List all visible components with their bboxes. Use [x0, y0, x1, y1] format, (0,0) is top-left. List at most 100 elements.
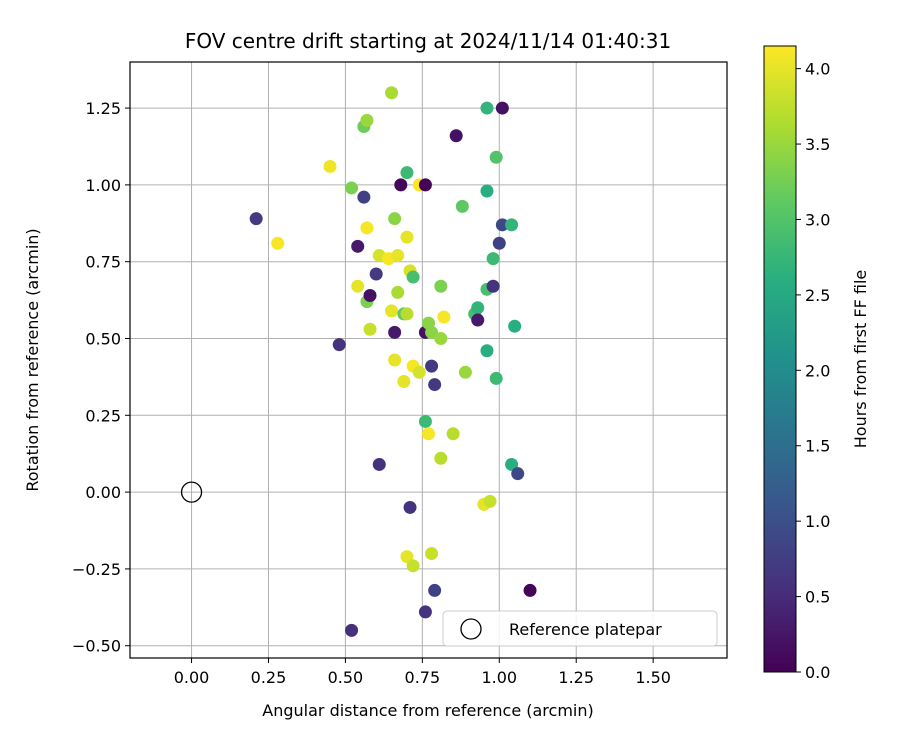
data-point [480, 344, 494, 358]
data-point [345, 181, 359, 195]
data-point [418, 605, 432, 619]
data-point [471, 313, 485, 327]
data-point [425, 547, 439, 561]
data-point [406, 559, 420, 573]
colorbar-gradient [763, 45, 797, 673]
y-axis-ticks: −0.50 −0.25 0.00 0.25 0.50 0.75 1.00 1.25 [72, 99, 130, 656]
data-point [511, 467, 525, 481]
x-tick-label: 0.00 [174, 668, 210, 687]
x-tick-label: 0.25 [251, 668, 287, 687]
x-tick-label: 1.25 [558, 668, 594, 687]
data-point [446, 427, 460, 441]
reference-layer [180, 481, 203, 503]
data-point [388, 212, 402, 226]
data-point [486, 252, 500, 266]
data-point [492, 236, 506, 250]
data-point [428, 583, 442, 597]
data-point [345, 623, 359, 637]
data-point [323, 159, 337, 173]
data-point [351, 279, 365, 293]
data-point [437, 310, 451, 324]
data-point [363, 288, 377, 302]
y-tick-label: 0.00 [85, 483, 121, 502]
data-point [351, 239, 365, 253]
data-point [363, 322, 377, 336]
data-point [391, 285, 405, 299]
x-tick-label: 0.50 [328, 668, 364, 687]
data-point [406, 270, 420, 284]
colorbar-tick-label: 0.0 [805, 663, 830, 682]
data-point [360, 113, 374, 127]
data-point [434, 331, 448, 345]
data-point [489, 371, 503, 385]
data-point [391, 249, 405, 263]
data-point [372, 457, 386, 471]
data-point [508, 319, 522, 333]
data-point [425, 325, 439, 339]
data-point [458, 365, 472, 379]
data-point [422, 427, 435, 441]
data-point [360, 221, 374, 235]
data-point [403, 500, 417, 514]
data-point [400, 307, 414, 321]
data-point [428, 378, 442, 392]
legend-marker-hollow-circle [460, 618, 482, 640]
data-point [412, 365, 426, 379]
colorbar-tick-label: 3.0 [805, 210, 830, 229]
data-point [486, 279, 500, 293]
x-axis-label: Angular distance from reference (arcmin) [262, 701, 593, 720]
chart-title: FOV centre drift starting at 2024/11/14 … [185, 29, 671, 53]
legend-box [442, 610, 718, 647]
y-tick-label: 1.00 [85, 176, 121, 195]
x-axis-ticks: 0.00 0.25 0.50 0.75 1.00 1.25 1.50 [174, 658, 671, 687]
data-point [480, 101, 494, 115]
data-point [357, 190, 371, 204]
data-point [400, 230, 414, 244]
data-point [480, 184, 494, 198]
data-point [388, 325, 402, 339]
data-point [369, 267, 383, 281]
plot-area-frame [129, 61, 728, 659]
x-tick-label: 1.00 [481, 668, 517, 687]
colorbar-tick-label: 2.5 [805, 286, 830, 305]
data-point [425, 359, 439, 373]
data-point [489, 150, 503, 164]
data-point [332, 338, 346, 352]
y-tick-label: 1.25 [85, 99, 121, 118]
colorbar-tick-label: 3.5 [805, 135, 830, 154]
data-point [523, 583, 537, 597]
colorbar-tick-label: 4.0 [805, 60, 830, 79]
y-tick-label: 0.50 [85, 329, 121, 348]
colorbar-tick-label: 1.5 [805, 437, 830, 456]
grid-lines [130, 62, 727, 658]
data-point [471, 301, 485, 315]
data-point [434, 279, 448, 293]
data-point [434, 451, 448, 465]
y-tick-label: 0.75 [85, 253, 121, 272]
data-point [418, 414, 432, 428]
y-tick-label: 0.25 [85, 406, 121, 425]
colorbar: 0.0 0.5 1.0 1.5 2.0 2.5 3.0 3.5 4.0 Hours from f… [763, 45, 870, 682]
y-tick-label: −0.50 [72, 637, 121, 656]
y-tick-label: −0.25 [72, 560, 121, 579]
reference-platepar-marker [180, 481, 203, 503]
data-point [249, 212, 263, 226]
data-point [449, 129, 463, 143]
data-point [385, 86, 399, 100]
data-point [400, 550, 414, 564]
legend: Reference platepar [442, 610, 718, 647]
colorbar-label: Hours from first FF file [851, 270, 870, 449]
data-point [495, 218, 509, 232]
x-tick-label: 0.75 [405, 668, 441, 687]
data-points [249, 86, 537, 637]
colorbar-tick-label: 2.0 [805, 361, 830, 380]
data-point [455, 199, 469, 213]
data-point [385, 304, 399, 318]
colorbar-ticks: 0.0 0.5 1.0 1.5 2.0 2.5 3.0 3.5 4.0 [796, 60, 830, 682]
data-point [483, 494, 497, 508]
colorbar-tick-label: 1.0 [805, 512, 830, 531]
data-point [271, 236, 285, 250]
data-point [495, 101, 509, 115]
colorbar-tick-label: 0.5 [805, 588, 830, 607]
